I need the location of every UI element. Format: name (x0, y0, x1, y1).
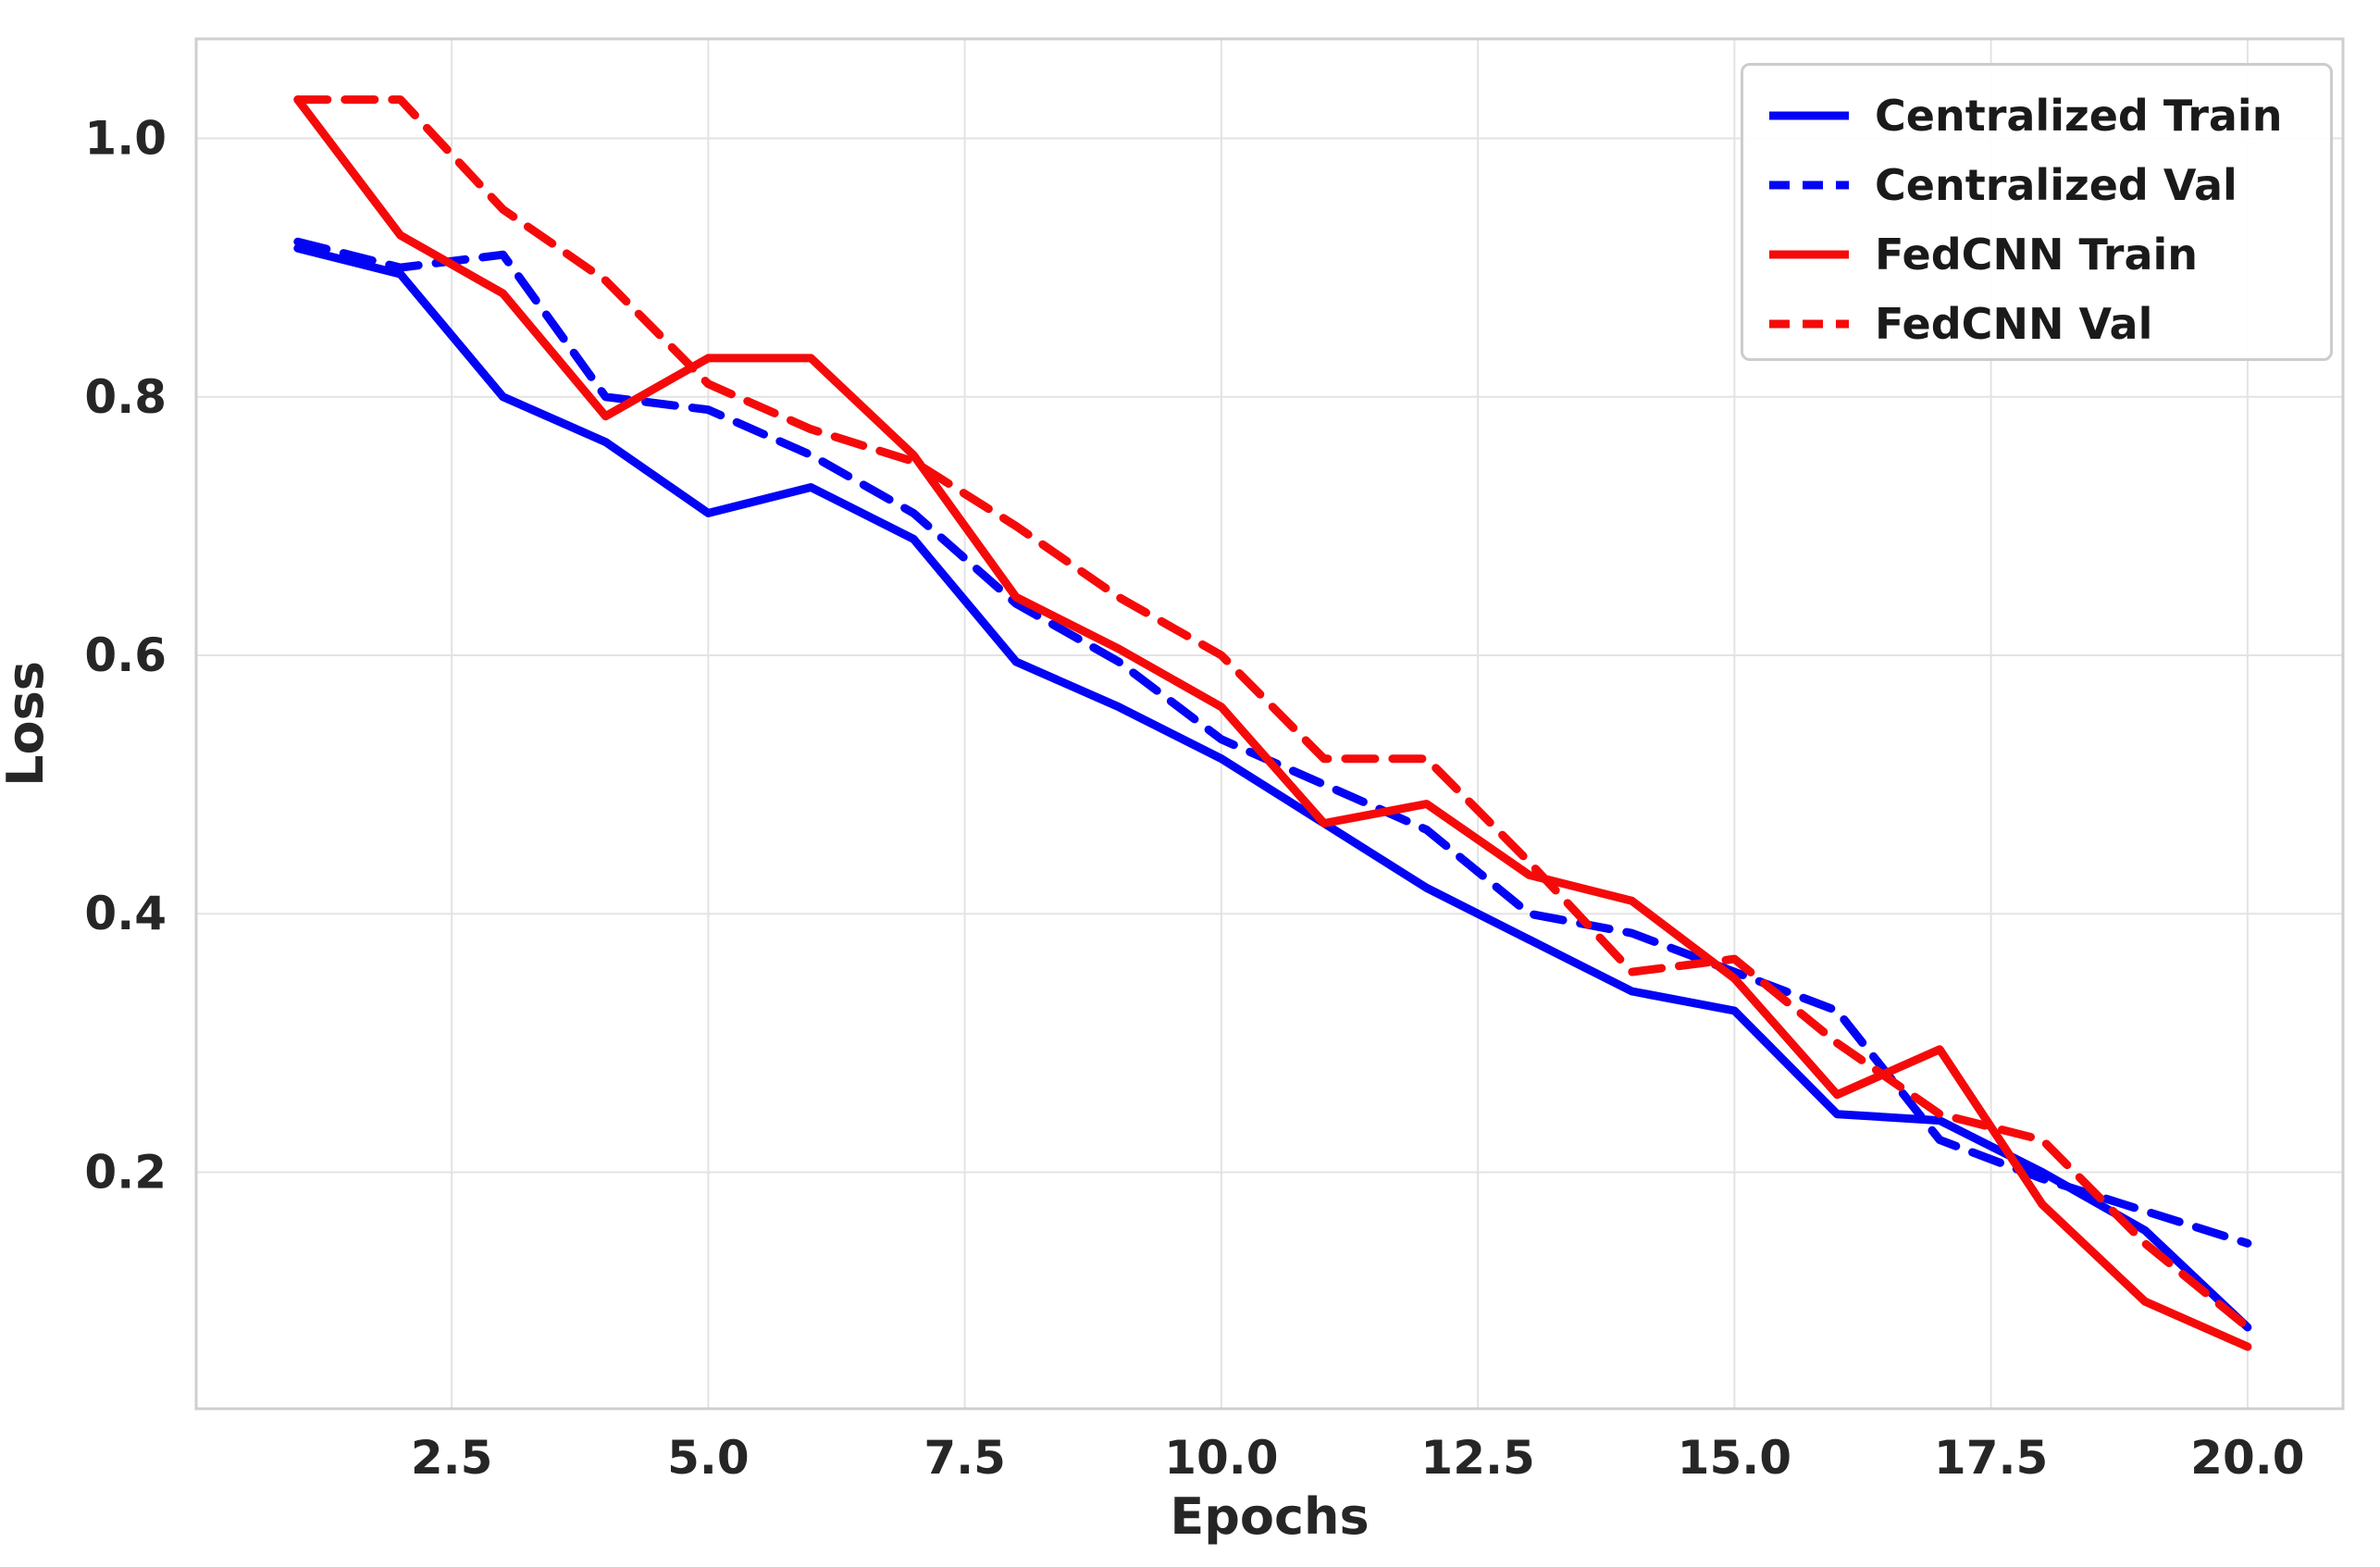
x-tick-label-5.0: 5.0 (667, 1431, 750, 1485)
y-tick-label-0.4: 0.4 (84, 887, 167, 940)
y-tick-label-0.6: 0.6 (84, 628, 167, 682)
x-tick-label-7.5: 7.5 (923, 1431, 1006, 1485)
legend-label: Centralized Train (1875, 90, 2283, 141)
plot-border (194, 37, 2345, 1411)
legend-label: Centralized Val (1875, 159, 2237, 210)
y-tick-label-1.0: 1.0 (84, 112, 167, 166)
x-tick-label-15.0: 15.0 (1678, 1431, 1791, 1485)
legend-line-sample-solid-red-icon (1769, 250, 1849, 258)
series-line-fedcnn-val (293, 95, 2252, 1332)
legend-line-sample-dashed-blue-icon (1769, 180, 1849, 189)
x-tick-label-2.5: 2.5 (411, 1431, 493, 1485)
legend-item-centralized-val: Centralized Val (1767, 152, 2330, 218)
x-axis-label: Epochs (1170, 1487, 1369, 1546)
series-layer (293, 95, 2252, 1351)
legend-label: FedCNN Train (1875, 229, 2199, 280)
series-line-fedcnn-train (293, 95, 2252, 1351)
tick-layer: 2.5 5.0 7.5 10.0 12.5 15.0 17.5 20.0 0.2 0.4 0.6 0.… (84, 112, 2304, 1485)
y-tick-label-0.8: 0.8 (84, 370, 167, 424)
x-tick-label-10.0: 10.0 (1164, 1431, 1278, 1485)
x-tick-label-17.5: 17.5 (1934, 1431, 2048, 1485)
legend-item-fedcnn-train: FedCNN Train (1767, 221, 2330, 288)
legend-line-sample-dashed-red-icon (1769, 319, 1849, 328)
y-axis-label: Loss (0, 661, 55, 787)
legend-label: FedCNN Val (1875, 298, 2153, 349)
legend-item-fedcnn-val: FedCNN Val (1767, 291, 2330, 357)
series-line-centralized-train (293, 243, 2252, 1332)
legend-line-sample-solid-blue-icon (1769, 111, 1849, 119)
x-tick-label-20.0: 20.0 (2190, 1431, 2304, 1485)
legend: Centralized Train Centralized Val FedCNN… (1741, 63, 2333, 361)
y-tick-label-0.2: 0.2 (84, 1145, 167, 1199)
x-tick-label-12.5: 12.5 (1420, 1431, 1534, 1485)
legend-item-centralized-train: Centralized Train (1767, 82, 2330, 149)
